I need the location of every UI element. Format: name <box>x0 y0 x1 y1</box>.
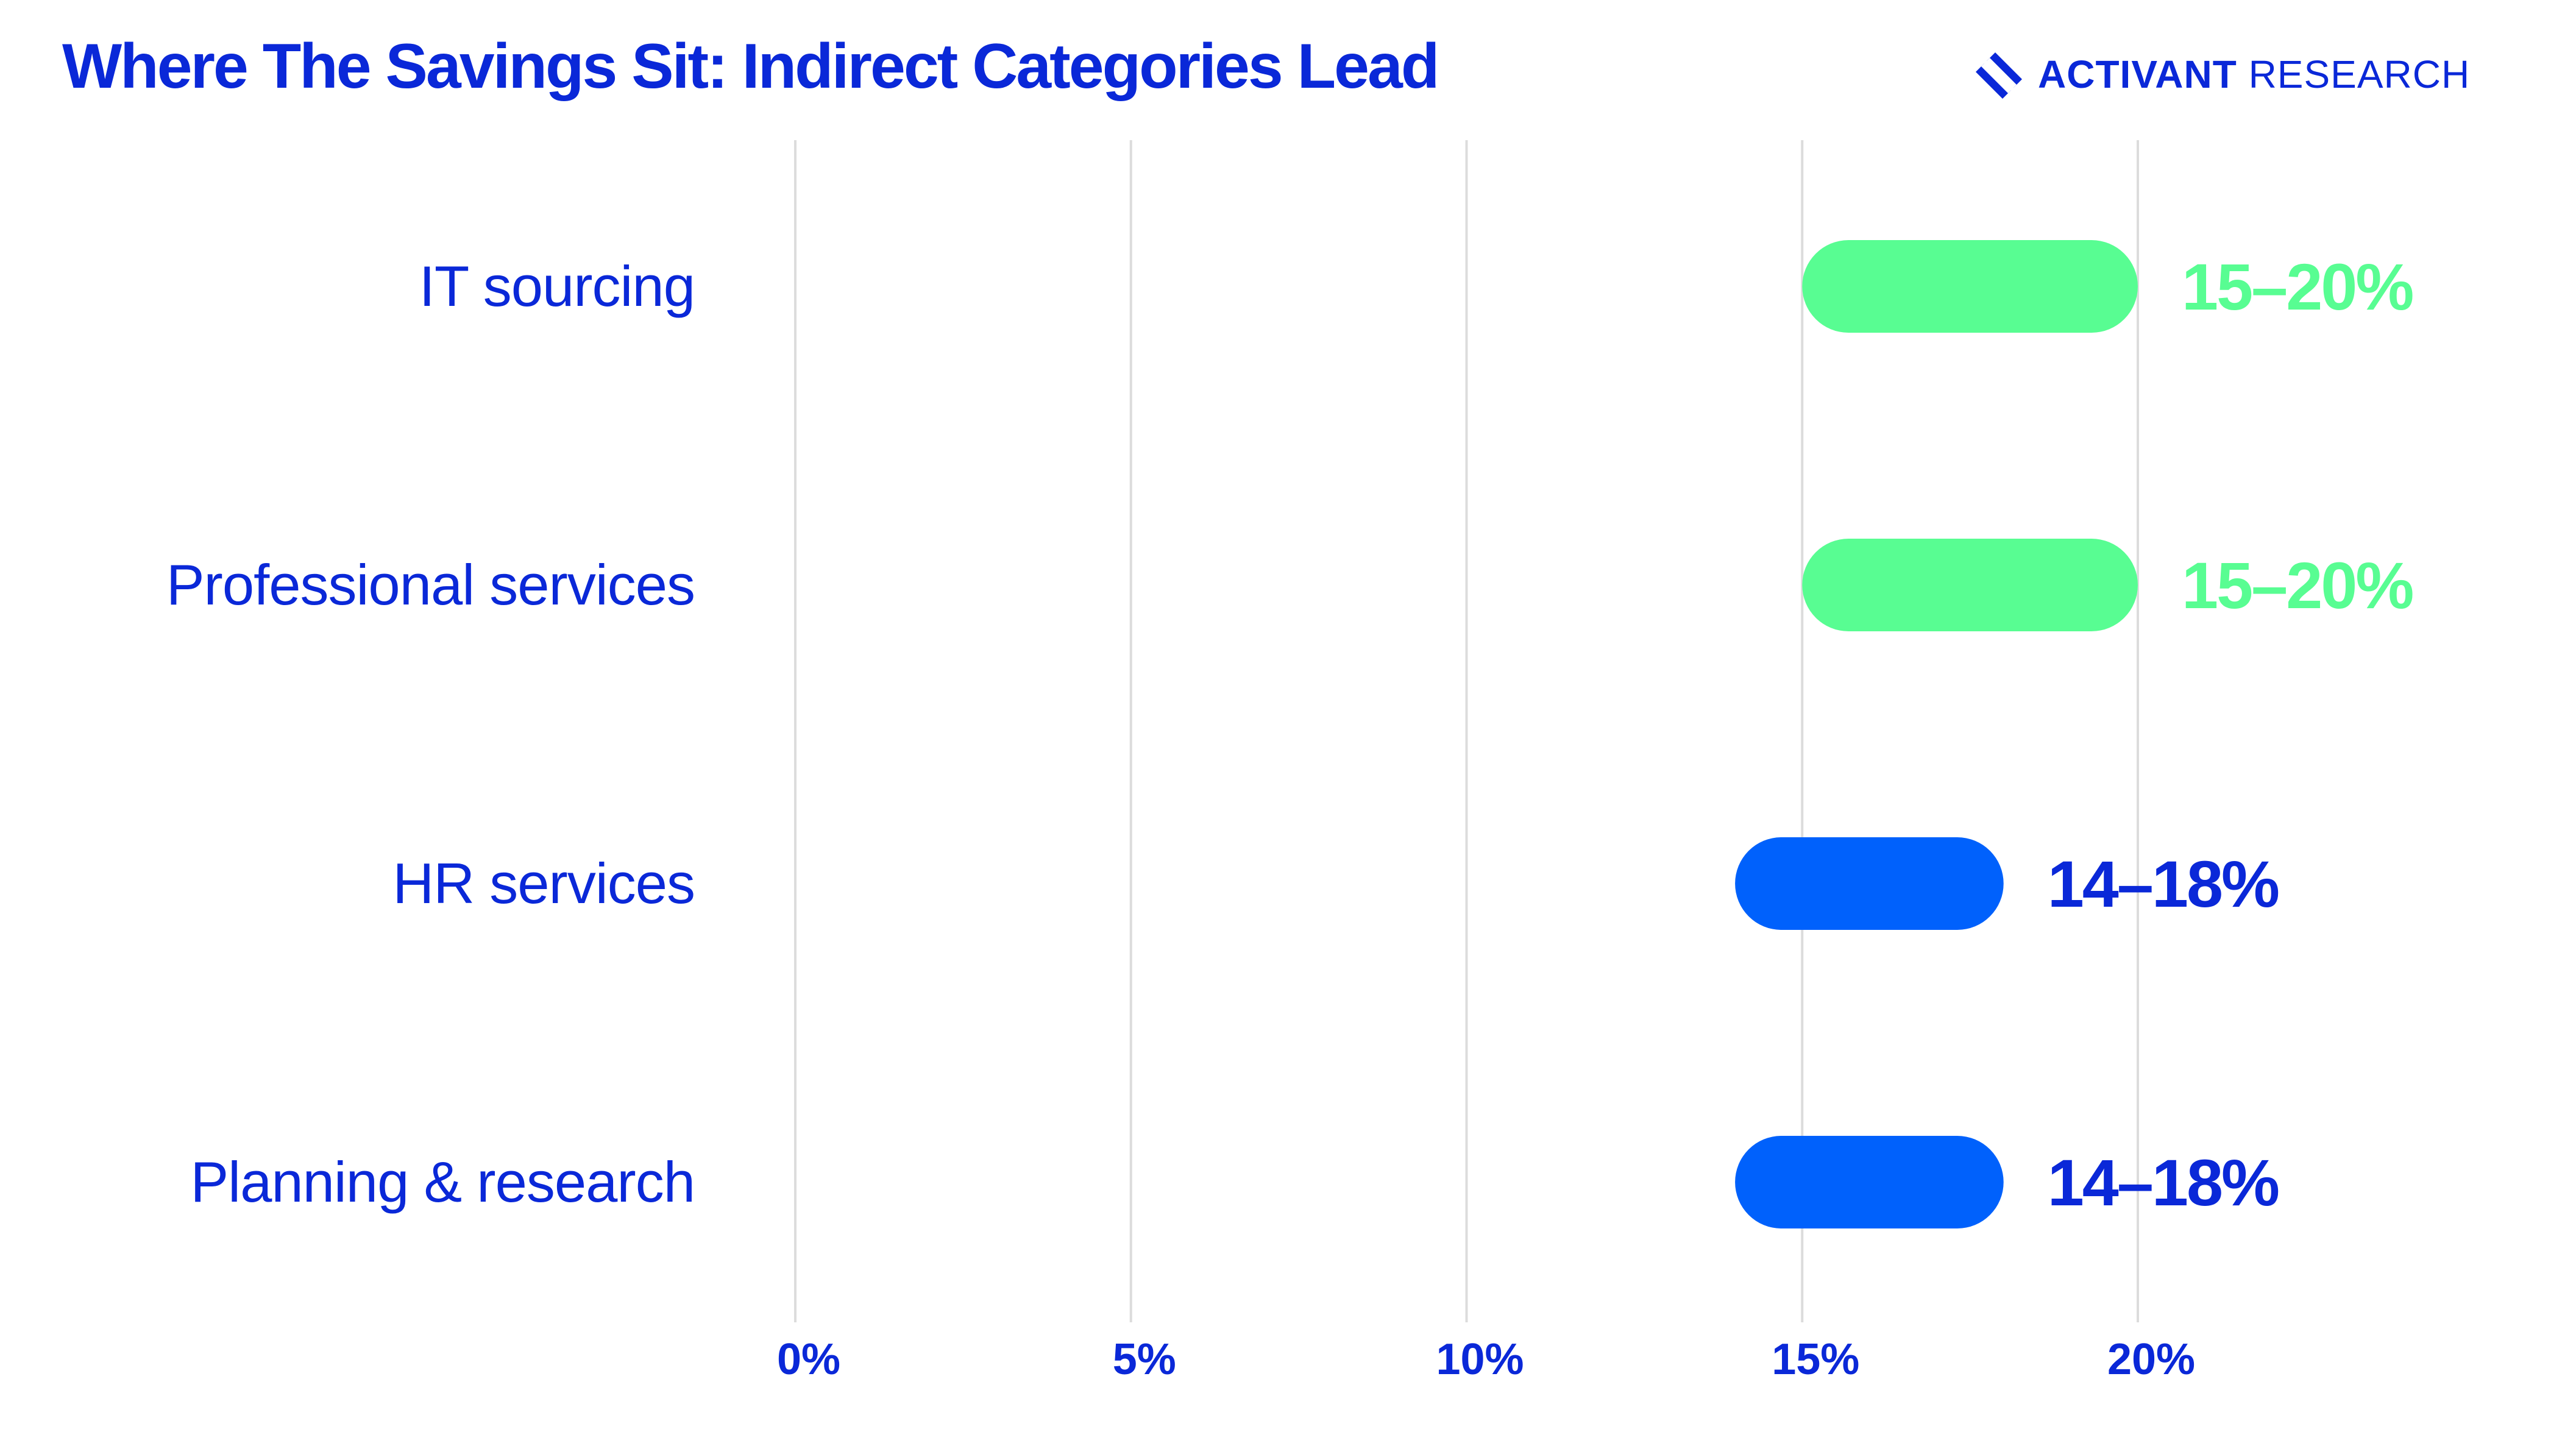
category-label: IT sourcing <box>419 254 695 318</box>
x-tick-label: 5% <box>1113 1335 1176 1384</box>
category-label: Professional services <box>166 553 695 617</box>
range-bar <box>1802 240 2138 333</box>
x-axis-tick-labels: 0% 5% 10% 15% 20% <box>777 1335 2195 1384</box>
category-labels: IT sourcing Professional services HR servi… <box>166 254 695 1214</box>
x-tick-label: 20% <box>2107 1335 2195 1384</box>
brand-name-light: RESEARCH <box>2237 52 2471 96</box>
x-tick-label: 0% <box>777 1335 840 1384</box>
value-label: 14–18% <box>2048 1146 2279 1219</box>
x-tick-label: 15% <box>1772 1335 1859 1384</box>
value-label: 14–18% <box>2048 847 2279 921</box>
range-bars <box>1735 240 2138 1228</box>
range-bar <box>1802 539 2138 631</box>
value-labels: 15–20% 15–20% 14–18% 14–18% <box>2048 250 2415 1219</box>
activant-logo-icon <box>1976 52 2022 99</box>
page-title: Where The Savings Sit: Indirect Categori… <box>62 31 1439 102</box>
brand-name: ACTIVANT RESEARCH <box>2038 52 2470 97</box>
category-label: HR services <box>392 851 695 915</box>
value-label: 15–20% <box>2182 548 2413 622</box>
range-bar <box>1735 1136 2004 1228</box>
value-label: 15–20% <box>2182 250 2413 324</box>
category-label: Planning & research <box>190 1150 695 1214</box>
brand-name-strong: ACTIVANT <box>2038 52 2237 96</box>
gridlines <box>794 140 2139 1322</box>
brand-logo: ACTIVANT RESEARCH <box>1973 44 2470 105</box>
range-bar <box>1735 837 2004 930</box>
x-tick-label: 10% <box>1436 1335 1524 1384</box>
